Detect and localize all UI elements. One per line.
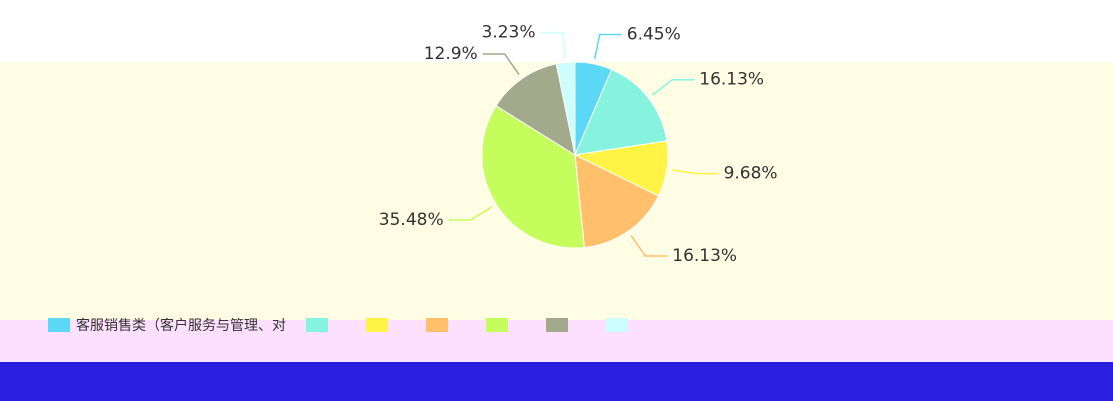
pie-slice [555, 61, 576, 156]
legend-swatch [306, 318, 328, 332]
footer-band [0, 362, 1113, 401]
leader-line [652, 78, 695, 96]
leader-line [630, 235, 668, 257]
data-label: 12.9% [424, 44, 478, 64]
data-label: 6.45% [627, 25, 681, 45]
legend-swatch [426, 318, 448, 332]
leader-line [671, 169, 719, 175]
legend-swatch [366, 318, 388, 332]
pie-slice [574, 154, 660, 249]
data-label: 9.68% [724, 164, 778, 184]
legend-swatch [546, 318, 568, 332]
legend-swatch [48, 318, 70, 332]
pie-slice [481, 105, 585, 249]
data-label: 35.48% [379, 210, 444, 230]
legend-label: 客服销售类（客户服务与管理、对 [76, 317, 286, 334]
leader-line [540, 31, 566, 58]
pie-slice [495, 63, 576, 157]
legend-swatch [606, 318, 628, 332]
leader-line [448, 206, 493, 221]
data-label: 16.13% [699, 70, 764, 90]
pie-slice [574, 68, 668, 156]
leader-line [593, 33, 622, 60]
data-label: 3.23% [482, 23, 536, 43]
legend-swatch [486, 318, 508, 332]
leader-line [482, 53, 520, 76]
data-label: 16.13% [672, 246, 737, 266]
